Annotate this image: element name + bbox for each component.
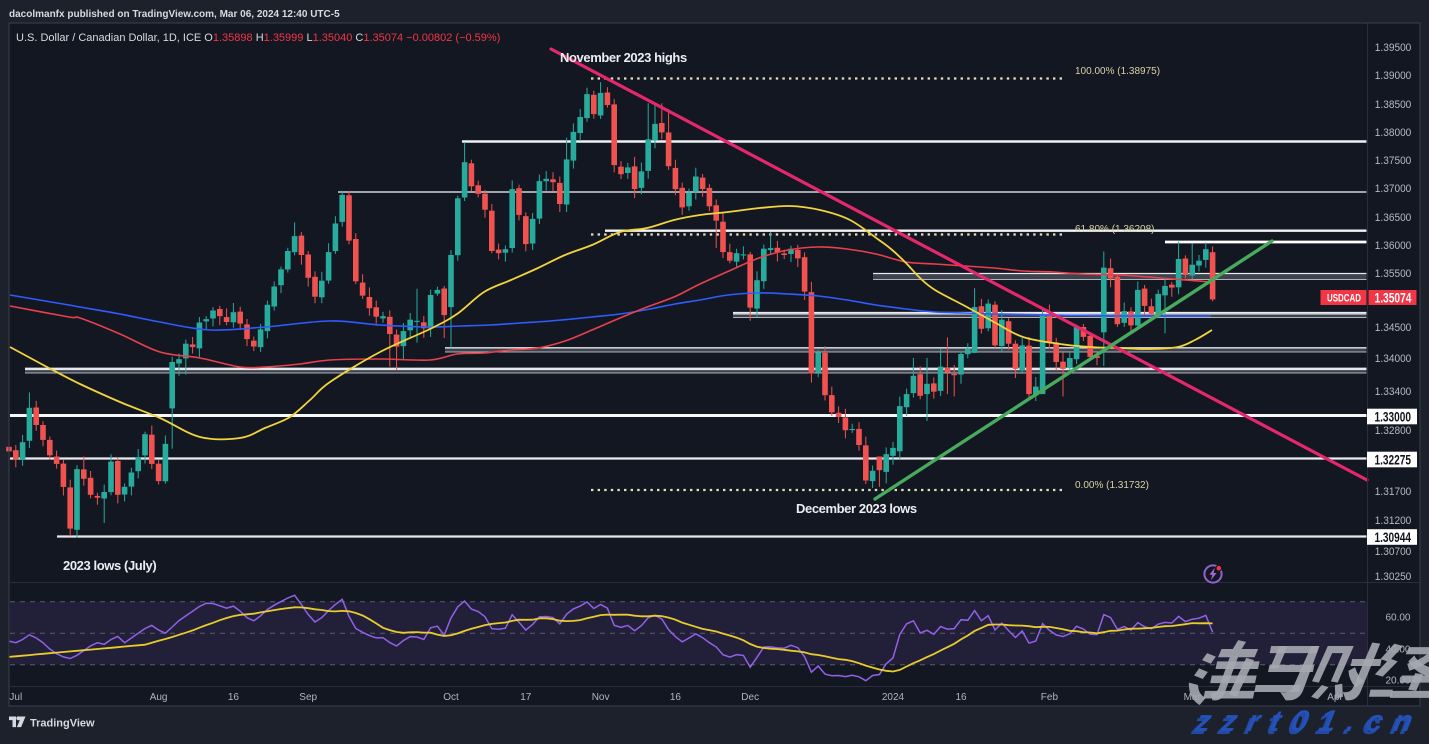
svg-text:1.38000: 1.38000	[1375, 127, 1412, 139]
svg-text:16: 16	[670, 692, 682, 703]
svg-text:November 2023 highs: November 2023 highs	[560, 50, 687, 65]
svg-text:1.30944: 1.30944	[1375, 529, 1412, 545]
svg-text:Nov: Nov	[592, 692, 610, 703]
svg-text:1.35074: 1.35074	[1375, 290, 1412, 306]
svg-text:16: 16	[955, 692, 967, 703]
svg-text:60.00: 60.00	[1385, 613, 1410, 624]
svg-text:1.37000: 1.37000	[1375, 183, 1412, 195]
svg-text:1.32275: 1.32275	[1375, 452, 1412, 468]
svg-text:USDCAD: USDCAD	[1327, 293, 1361, 305]
svg-text:1.39500: 1.39500	[1375, 42, 1412, 54]
svg-text:Oct: Oct	[443, 692, 459, 703]
svg-text:2023 lows (July): 2023 lows (July)	[63, 558, 156, 573]
svg-text:1.30700: 1.30700	[1375, 546, 1412, 558]
svg-text:1.31700: 1.31700	[1375, 486, 1412, 498]
svg-text:1.32800: 1.32800	[1375, 425, 1412, 437]
svg-text:1.33400: 1.33400	[1375, 386, 1412, 398]
svg-text:1.36000: 1.36000	[1375, 240, 1412, 252]
svg-text:1.35500: 1.35500	[1375, 268, 1412, 280]
svg-text:100.00% (1.38975): 100.00% (1.38975)	[1075, 66, 1160, 77]
svg-text:1.30250: 1.30250	[1375, 571, 1412, 583]
svg-text:0.00% (1.31732): 0.00% (1.31732)	[1075, 480, 1149, 491]
svg-text:1.34500: 1.34500	[1375, 322, 1412, 334]
svg-text:17: 17	[520, 692, 532, 703]
svg-text:20.00: 20.00	[1385, 676, 1410, 687]
svg-text:Feb: Feb	[1041, 692, 1059, 703]
svg-text:zzrt01.cn: zzrt01.cn	[1188, 708, 1423, 739]
svg-text:TradingView: TradingView	[30, 718, 95, 730]
svg-text:2024: 2024	[882, 692, 905, 703]
svg-text:16: 16	[228, 692, 240, 703]
svg-text:1.33000: 1.33000	[1375, 409, 1412, 425]
svg-text:1.39000: 1.39000	[1375, 70, 1412, 82]
svg-text:1.31200: 1.31200	[1375, 515, 1412, 527]
svg-text:Jul: Jul	[9, 692, 22, 703]
svg-text:61.80% (1.36208): 61.80% (1.36208)	[1075, 224, 1155, 235]
svg-text:U.S. Dollar / Canadian Dollar,: U.S. Dollar / Canadian Dollar, 1D, ICE O…	[16, 32, 500, 44]
svg-text:Sep: Sep	[299, 692, 317, 703]
svg-text:1.37500: 1.37500	[1375, 155, 1412, 167]
svg-text:1.34000: 1.34000	[1375, 353, 1412, 365]
svg-text:1.38500: 1.38500	[1375, 99, 1412, 111]
svg-text:December 2023 lows: December 2023 lows	[796, 501, 917, 516]
svg-text:Aug: Aug	[150, 692, 168, 703]
svg-text:dacolmanfx published on Tradin: dacolmanfx published on TradingView.com,…	[9, 9, 340, 20]
svg-text:zzrt01.cn: zzrt01.cn	[1192, 705, 1427, 738]
svg-text:Dec: Dec	[741, 692, 759, 703]
svg-text:1.36500: 1.36500	[1375, 212, 1412, 224]
